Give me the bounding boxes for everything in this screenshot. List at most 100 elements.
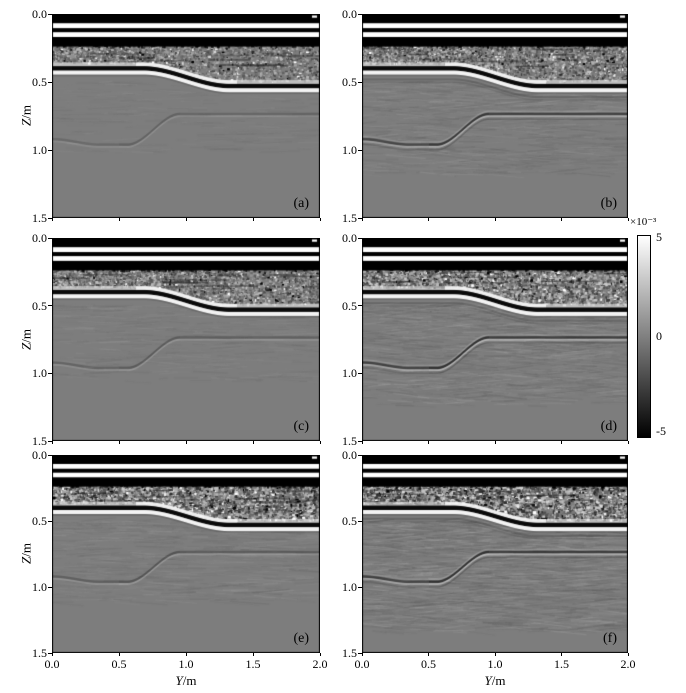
gpr-panel-c: (c) — [52, 238, 320, 441]
colorbar-tick-label-zero: 0 — [656, 329, 662, 343]
y-tick — [358, 217, 362, 219]
x-tick-label: 0.5 — [111, 657, 127, 671]
y-tick-label: 1.0 — [342, 143, 357, 157]
y-tick — [358, 440, 362, 442]
y-tick-label: 1.5 — [32, 211, 47, 225]
x-tick-label: 0.0 — [354, 657, 370, 671]
x-tick — [51, 441, 53, 444]
panel-letter-b: (b) — [600, 196, 617, 211]
panel-letter-c: (c) — [293, 419, 309, 434]
x-tick — [319, 218, 321, 221]
x-tick — [627, 218, 629, 221]
gpr-section-canvas-b — [362, 14, 628, 218]
y-tick — [48, 440, 52, 442]
x-tick — [561, 441, 562, 444]
x-tick — [361, 441, 363, 444]
x-tick — [118, 441, 120, 444]
y-tick — [48, 13, 52, 15]
x-tick — [627, 441, 629, 444]
x-axis-title: Y/m — [166, 673, 206, 688]
x-tick-label: 2.0 — [312, 657, 328, 671]
x-tick-label: 1.5 — [554, 657, 569, 671]
x-axis-unit: /m — [491, 673, 506, 688]
gpr-panel-f: (f) — [362, 455, 628, 653]
y-axis-var: Z — [18, 118, 34, 126]
y-tick-label: 1.0 — [342, 580, 357, 594]
x-tick-label: 2.0 — [620, 657, 636, 671]
x-tick — [561, 653, 562, 656]
x-tick — [252, 653, 254, 656]
y-tick-label: 0.0 — [342, 7, 357, 21]
gpr-section-canvas-d — [362, 238, 628, 441]
y-axis-unit: /m — [18, 105, 34, 119]
y-tick — [48, 305, 52, 307]
y-tick — [358, 305, 362, 307]
y-tick-label: 1.0 — [342, 366, 357, 381]
y-tick — [48, 372, 52, 374]
x-tick-label: 1.0 — [178, 657, 194, 671]
x-tick — [361, 218, 363, 221]
gpr-section-canvas-a — [52, 14, 320, 218]
y-tick-label: 0.5 — [32, 514, 47, 528]
x-tick — [494, 441, 496, 444]
y-axis-var: Z — [18, 556, 34, 564]
y-tick-label: 0.5 — [342, 514, 357, 528]
x-tick — [185, 653, 187, 656]
x-tick — [494, 218, 496, 221]
gpr-section-canvas-c — [52, 238, 320, 441]
x-tick — [627, 653, 629, 656]
y-tick-label: 1.0 — [32, 580, 47, 594]
y-axis-title: Z/m — [19, 96, 34, 136]
panel-letter-d: (d) — [600, 419, 617, 434]
x-tick — [428, 218, 429, 221]
y-tick-label: 1.5 — [342, 646, 357, 660]
x-tick — [319, 441, 321, 444]
y-axis-unit: /m — [18, 328, 34, 343]
y-tick-label: 1.0 — [32, 366, 47, 381]
y-tick-label: 1.5 — [342, 434, 357, 448]
gpr-panel-d: (d) — [362, 238, 628, 441]
panel-letter-a: (a) — [293, 196, 309, 211]
x-axis-unit: /m — [182, 673, 197, 688]
y-axis-var: Z — [18, 342, 34, 350]
panel-letter-e: (e) — [293, 631, 309, 646]
y-tick — [48, 454, 52, 456]
gpr-section-canvas-f — [362, 455, 628, 653]
y-tick — [48, 217, 52, 219]
x-tick — [51, 218, 53, 221]
x-tick — [185, 218, 187, 221]
x-axis-var: Y — [484, 673, 492, 688]
x-tick — [428, 441, 429, 444]
y-tick — [48, 652, 52, 654]
y-tick-label: 0.0 — [32, 231, 47, 245]
x-tick — [494, 653, 496, 656]
y-tick-label: 0.0 — [32, 7, 47, 21]
y-tick-label: 0.0 — [32, 448, 47, 462]
y-tick-label: 1.5 — [32, 434, 47, 448]
y-tick — [358, 520, 362, 522]
x-tick — [361, 653, 363, 656]
y-axis-title: Z/m — [19, 534, 34, 574]
y-tick-label: 1.0 — [32, 143, 47, 157]
x-tick — [319, 653, 321, 656]
gpr-panel-a: (a) — [52, 14, 320, 218]
y-axis-unit: /m — [18, 543, 34, 557]
x-axis-title: Y/m — [475, 673, 515, 688]
x-tick-label: 1.0 — [487, 657, 503, 671]
y-tick — [358, 81, 362, 83]
x-tick — [185, 441, 187, 444]
y-tick-label: 1.5 — [32, 646, 47, 660]
x-tick — [561, 218, 562, 221]
x-tick-label: 0.0 — [44, 657, 60, 671]
y-tick — [48, 520, 52, 522]
colorbar-tick-label-min: -5 — [656, 424, 666, 438]
x-axis-var: Y — [175, 673, 183, 688]
y-tick — [358, 13, 362, 15]
y-tick-label: 0.0 — [342, 231, 357, 245]
gpr-section-canvas-e — [52, 455, 320, 653]
y-tick — [358, 454, 362, 456]
x-tick-label: 1.5 — [245, 657, 261, 671]
y-axis-title: Z/m — [19, 319, 34, 359]
y-tick — [48, 237, 52, 239]
